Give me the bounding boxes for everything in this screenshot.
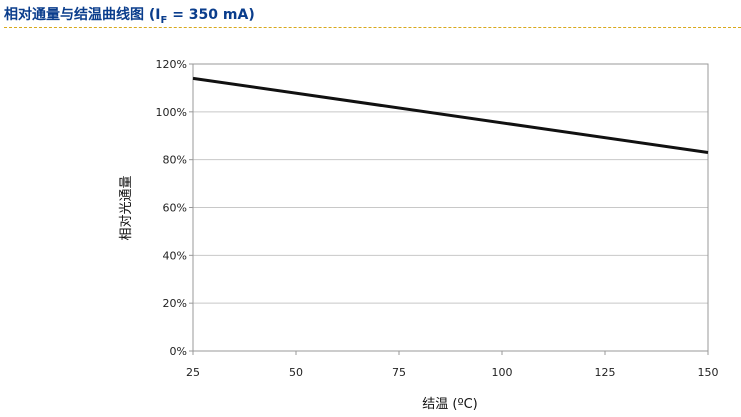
y-axis-label: 相对光通量 [119,175,134,240]
x-tick-label: 75 [392,366,406,379]
x-tick-label: 25 [186,366,200,379]
x-axis-label: 结温 (ºC) [422,397,477,412]
y-tick-labels: 0% 20% 40% 60% 80% 100% 120% [156,58,193,358]
y-tick-label: 60% [163,202,187,215]
x-tick-labels: 25 50 75 100 125 150 [186,351,719,379]
y-tick-label: 0% [170,345,187,358]
x-tick-label: 50 [289,366,303,379]
x-tick-label: 125 [595,366,616,379]
series-lines [192,76,709,154]
gridlines [193,111,708,304]
x-tick-label: 100 [492,366,513,379]
series-line [192,76,709,154]
chart-title: 相对通量与结温曲线图 (IF = 350 mA) [4,7,255,26]
y-tick-label: 100% [156,106,187,119]
y-tick-label: 80% [163,154,187,167]
y-tick-label: 20% [163,297,187,310]
title-divider [4,27,741,28]
x-tick-label: 150 [698,366,719,379]
y-tick-label: 40% [163,249,187,262]
y-tick-label: 120% [156,58,187,71]
